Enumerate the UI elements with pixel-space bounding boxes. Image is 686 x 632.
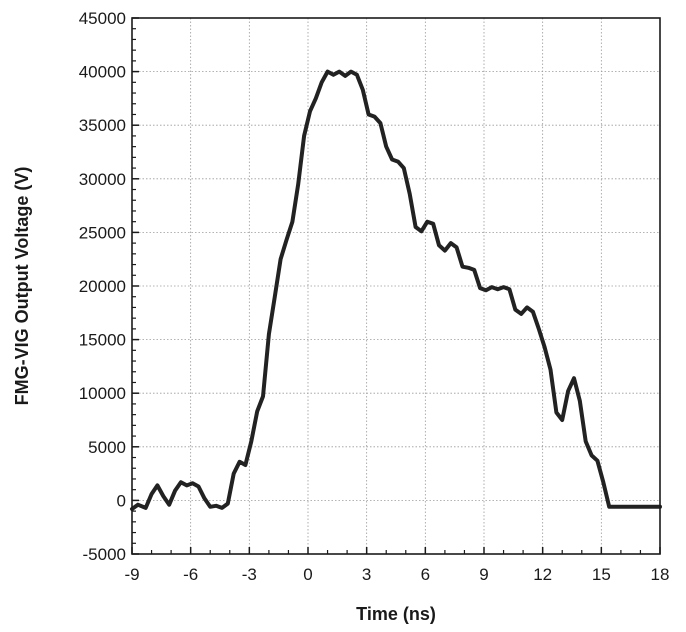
- y-tick-label: 30000: [79, 170, 126, 189]
- y-axis-title: FMG-VIG Output Voltage (V): [12, 167, 32, 406]
- x-tick-label: 15: [592, 565, 611, 584]
- series-layer: [130, 69, 662, 511]
- x-tick-label: 18: [651, 565, 670, 584]
- y-tick-label: -5000: [83, 545, 126, 564]
- y-tick-label: 5000: [88, 438, 126, 457]
- x-tick-label: 3: [362, 565, 371, 584]
- x-tick-label: 12: [533, 565, 552, 584]
- gridlines: [131, 17, 661, 555]
- y-tick-label: 45000: [79, 9, 126, 28]
- y-tick-label: 10000: [79, 384, 126, 403]
- y-tick-label: 20000: [79, 277, 126, 296]
- x-tick-label: 9: [479, 565, 488, 584]
- y-tick-label: 15000: [79, 331, 126, 350]
- x-tick-label: -9: [124, 565, 139, 584]
- y-axis-tick-labels: -5000 0 5000 10000 15000 20000 25000 30000 35000…: [79, 9, 126, 564]
- axis-ticks: [131, 17, 661, 555]
- y-tick-label: 25000: [79, 223, 126, 242]
- x-tick-label: -3: [242, 565, 257, 584]
- y-tick-label: 35000: [79, 116, 126, 135]
- x-axis-title: Time (ns): [356, 604, 436, 624]
- x-tick-label: 6: [421, 565, 430, 584]
- y-tick-label: 0: [117, 491, 126, 510]
- y-tick-label: 40000: [79, 63, 126, 82]
- series-line: [130, 69, 662, 511]
- x-tick-label: -6: [183, 565, 198, 584]
- x-tick-label: 0: [303, 565, 312, 584]
- x-axis-tick-labels: -9 -6 -3 0 3 6 9 12 15 18: [124, 565, 669, 584]
